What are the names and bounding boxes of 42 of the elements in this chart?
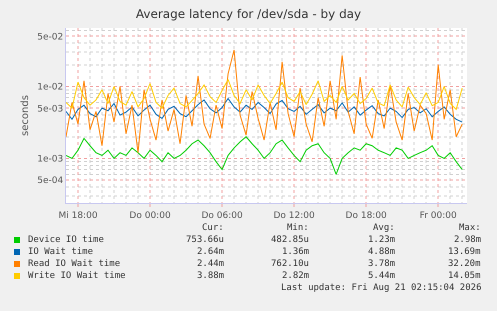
x-tick-label: Do 00:00 bbox=[129, 210, 171, 221]
text: 14.05m bbox=[448, 271, 481, 281]
x-tick-label: Mi 18:00 bbox=[58, 210, 98, 221]
chart-title: Average latency for /dev/sda - by day bbox=[136, 7, 362, 22]
y-tick-label: 5e-04 bbox=[37, 176, 64, 186]
text: 2.82m bbox=[282, 271, 310, 281]
text: 482.85u bbox=[271, 235, 309, 245]
text: 3.88m bbox=[197, 271, 224, 281]
text: 3.78m bbox=[368, 259, 396, 269]
text: Max: bbox=[459, 223, 481, 233]
y-tick-label: 1e-03 bbox=[37, 154, 64, 165]
text: Cur: bbox=[202, 223, 224, 233]
text: 32.20m bbox=[448, 259, 481, 269]
line-series bbox=[66, 49, 463, 154]
text: 753.66u bbox=[186, 235, 224, 245]
text: 5.44m bbox=[368, 271, 396, 281]
y-tick-label: 5e-03 bbox=[37, 104, 64, 114]
legend-label: Read IO Wait time bbox=[28, 259, 120, 269]
text: 4.88m bbox=[368, 247, 396, 257]
x-tick-label: Do 18:00 bbox=[346, 210, 388, 221]
line-series bbox=[66, 79, 463, 110]
text: 2.44m bbox=[197, 259, 224, 269]
y-axis-title: seconds bbox=[20, 95, 32, 136]
line-series bbox=[66, 98, 463, 123]
text: Min: bbox=[287, 223, 309, 233]
x-tick-label: Do 06:00 bbox=[201, 210, 243, 221]
text: 2.98m bbox=[454, 235, 482, 245]
text: 2.64m bbox=[197, 247, 224, 257]
text: Last update: Fri Aug 21 02:15:04 2026 bbox=[281, 283, 482, 293]
line-series bbox=[66, 136, 463, 175]
text: 762.10u bbox=[271, 259, 309, 269]
text: 1.36m bbox=[282, 247, 310, 257]
text: Avg: bbox=[373, 223, 395, 233]
x-tick-label: Fr 00:00 bbox=[420, 210, 457, 221]
legend-label: IO Wait time bbox=[28, 247, 94, 257]
text: 1.23m bbox=[368, 235, 396, 245]
y-tick-label: 5e-02 bbox=[37, 32, 64, 42]
x-tick-label: Do 12:00 bbox=[273, 210, 315, 221]
y-tick-label: 1e-02 bbox=[37, 82, 64, 93]
legend-label: Device IO time bbox=[28, 235, 104, 245]
legend-label: Write IO Wait time bbox=[28, 271, 126, 281]
text: 13.69m bbox=[448, 247, 481, 257]
